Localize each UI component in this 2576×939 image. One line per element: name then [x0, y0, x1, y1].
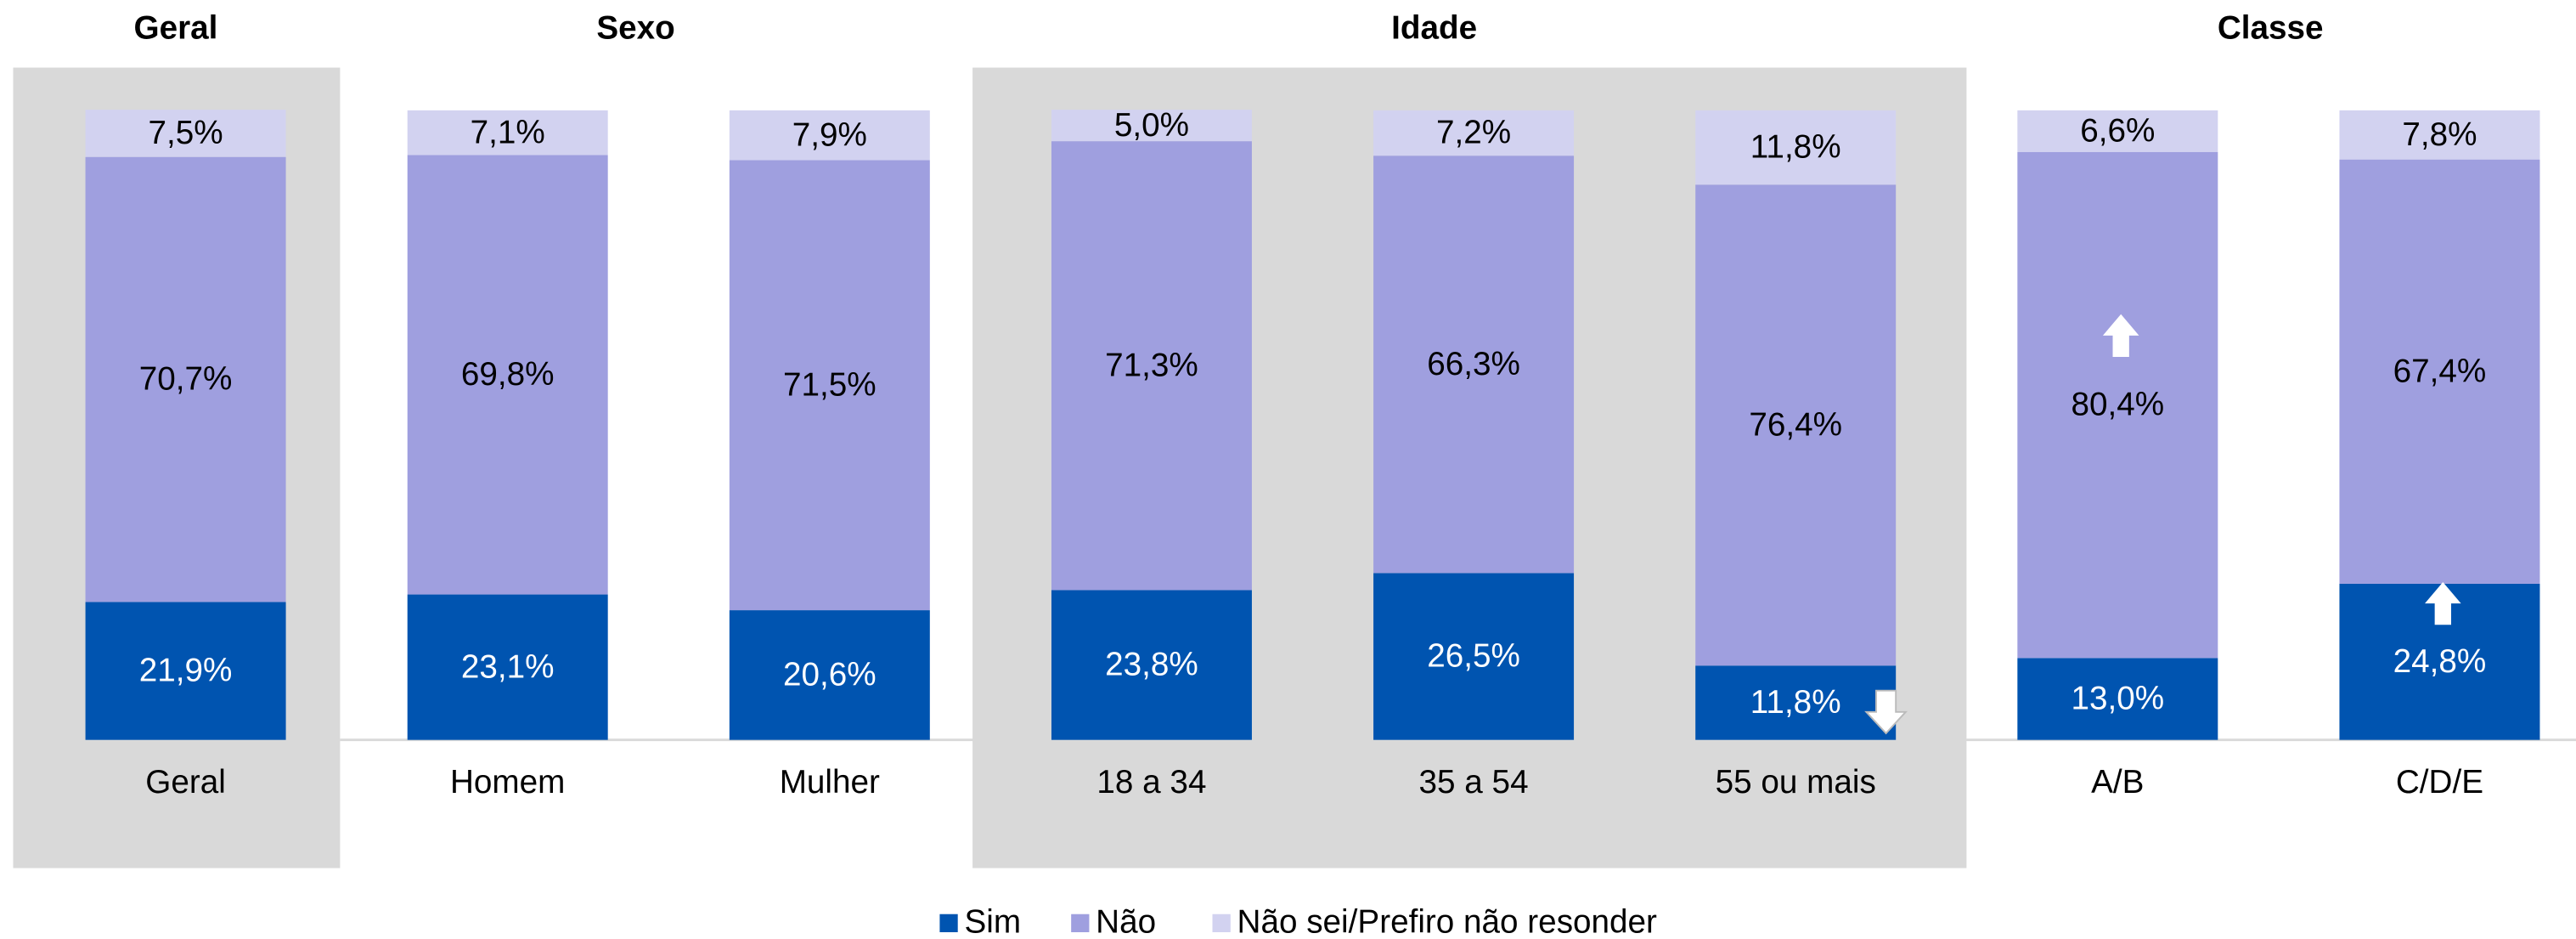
up-arrow [2102, 314, 2139, 357]
bar-segment [729, 610, 930, 740]
data-label: 66,3% [1427, 346, 1520, 382]
bar-segment [85, 110, 286, 157]
data-label: 13,0% [2071, 681, 2164, 717]
data-label: 7,5% [148, 115, 223, 151]
data-label: 23,8% [1105, 647, 1198, 683]
bar-segment [2339, 159, 2540, 584]
x-tick-label: Homem [450, 764, 565, 800]
bar-segment [729, 110, 930, 161]
bar-segment [1695, 184, 1897, 666]
legend-swatch [939, 914, 958, 933]
group-title: Idade [1391, 9, 1477, 46]
bar-segment [729, 160, 930, 611]
x-tick-label: Geral [145, 764, 226, 800]
bar-segment [1373, 110, 1575, 156]
bar-segment [1373, 573, 1575, 740]
bar-segment [1695, 110, 1897, 185]
bar-segment [1051, 590, 1252, 740]
bar-segment [407, 155, 608, 595]
data-label: 71,5% [783, 366, 877, 403]
arrows [1864, 314, 2461, 735]
bar-segment [85, 602, 286, 740]
up-arrow [2425, 582, 2461, 625]
legend-label: Não sei/Prefiro não resonder [1237, 904, 1658, 939]
x-tick-label: Mulher [780, 764, 880, 800]
data-label: 71,3% [1105, 347, 1198, 383]
bar-segment [85, 156, 286, 602]
data-label: 20,6% [783, 657, 877, 693]
x-tick-label: 18 a 34 [1096, 764, 1206, 800]
bar-segment [1051, 141, 1252, 591]
x-tick-label: A/B [2091, 764, 2144, 800]
data-label: 24,8% [2393, 643, 2487, 680]
bar-segment [407, 110, 608, 156]
bar-segment [407, 594, 608, 740]
data-label: 26,5% [1427, 638, 1520, 675]
bar-segment [1051, 110, 1252, 142]
bar-segment [2339, 110, 2540, 160]
legend-label: Não [1096, 904, 1156, 939]
data-label: 7,8% [2402, 116, 2477, 153]
data-label: 76,4% [1749, 406, 1842, 443]
bar-segment [1695, 665, 1897, 740]
data-label: 80,4% [2071, 387, 2164, 423]
x-tick-label: 35 a 54 [1419, 764, 1529, 800]
data-label: 11,8% [1750, 129, 1841, 166]
x-tick-label: 55 ou mais [1716, 764, 1876, 800]
data-label: 67,4% [2393, 353, 2487, 389]
data-label: 5,0% [1114, 107, 1189, 144]
data-label: 11,8% [1750, 684, 1841, 721]
data-label: 70,7% [139, 361, 233, 398]
legend-label: Sim [964, 904, 1021, 939]
bar-segment [2017, 110, 2218, 152]
data-label: 7,1% [471, 114, 545, 150]
data-label: 7,9% [792, 116, 867, 153]
bar-segment [2017, 151, 2218, 659]
data-label: 6,6% [2080, 112, 2155, 149]
data-label: 21,9% [139, 653, 233, 689]
group-title: Sexo [596, 9, 674, 46]
legend-swatch [1212, 914, 1231, 933]
bar-segment [2017, 658, 2218, 740]
legend-swatch [1071, 914, 1090, 933]
group-title: Classe [2218, 9, 2324, 46]
bars [85, 110, 2540, 740]
group-title: Geral [134, 9, 218, 46]
data-label: 23,1% [461, 648, 555, 685]
bar-segment [1373, 156, 1575, 574]
down-arrow [1864, 689, 1908, 735]
data-label: 69,8% [461, 356, 555, 393]
x-tick-label: C/D/E [2396, 764, 2483, 800]
data-label: 7,2% [1436, 115, 1511, 151]
